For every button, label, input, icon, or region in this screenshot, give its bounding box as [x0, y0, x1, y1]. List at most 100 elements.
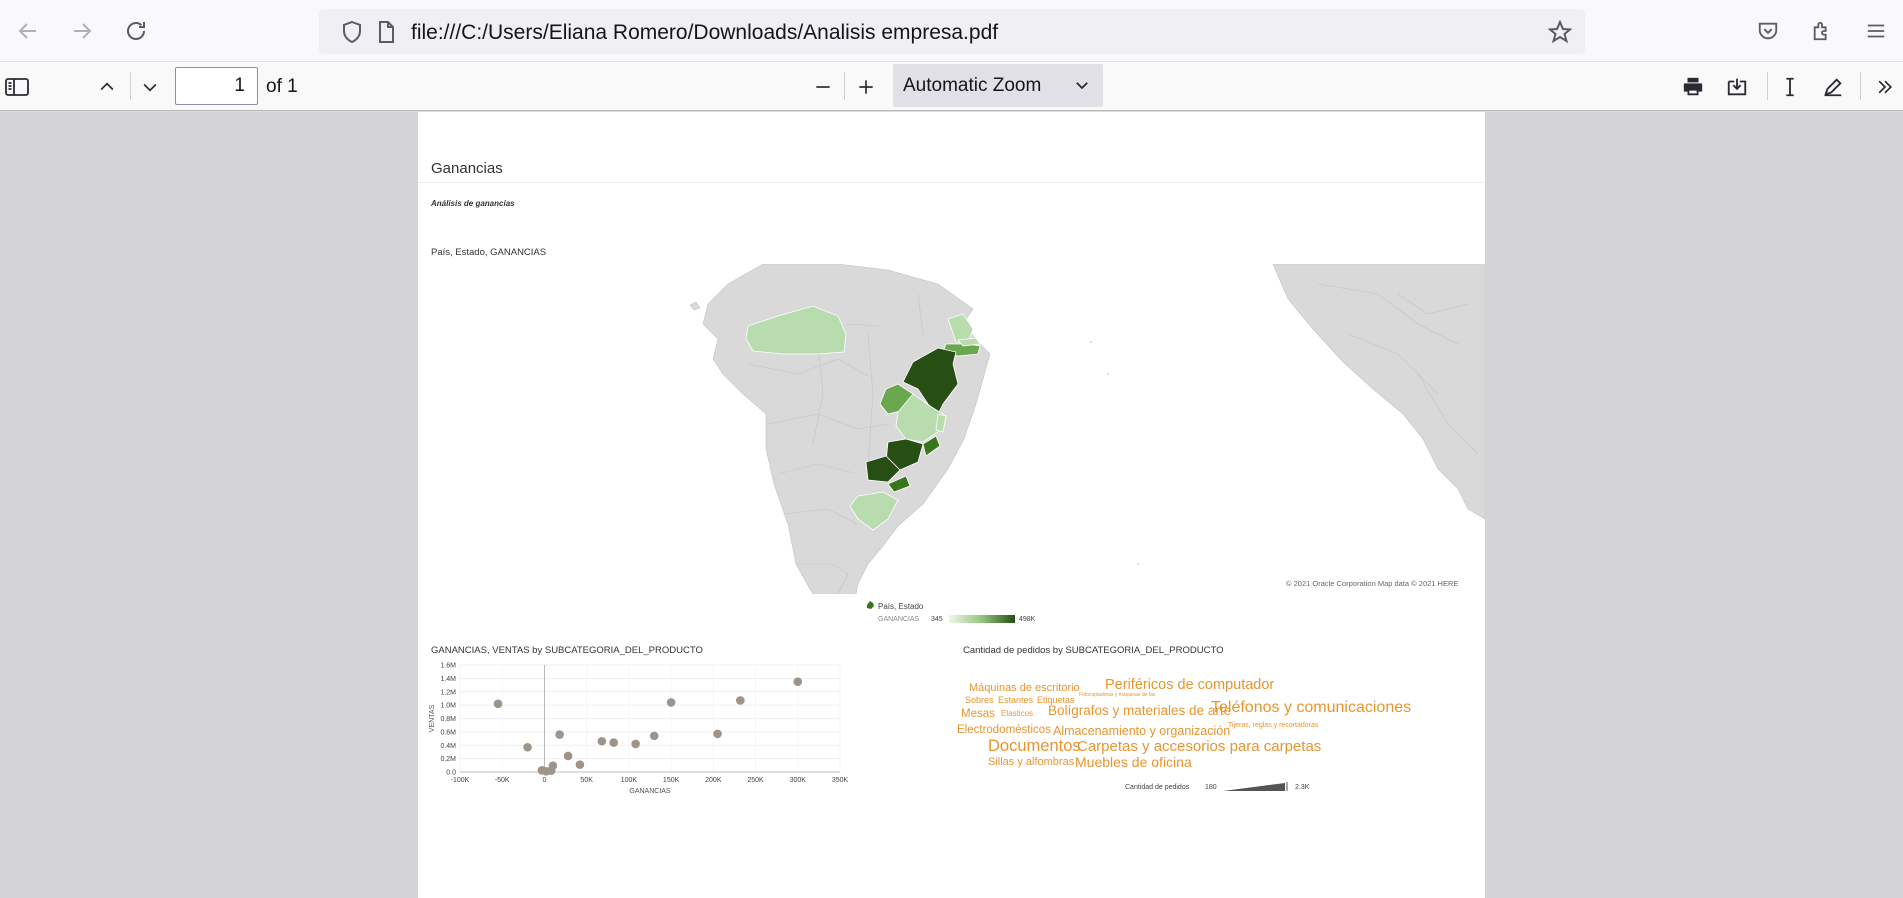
- toolbar-separator: [1860, 72, 1861, 100]
- x-tick-label: 250K: [747, 777, 764, 784]
- word-cloud-item[interactable]: Máquinas de escritorio: [969, 682, 1080, 694]
- page-count: of 1: [266, 76, 298, 97]
- word-cloud-item[interactable]: Documentos: [988, 737, 1081, 755]
- map-legend-gradient: [949, 615, 1015, 623]
- word-cloud-item[interactable]: Electrodomésticos: [957, 724, 1051, 736]
- scatter-chart: 0.0 0.2M 0.4M 0.6M 0.8M 1.0M 1.2M 1.4M 1.6M -100K…: [429, 663, 849, 796]
- text-cursor-icon[interactable]: [1775, 72, 1805, 102]
- word-cloud-item[interactable]: Sillas y alfombras: [988, 756, 1075, 768]
- word-cloud-item[interactable]: Teléfonos y comunicaciones: [1211, 699, 1412, 716]
- scatter-point: [523, 742, 532, 752]
- scatter-point: [736, 696, 745, 705]
- wordcloud-legend-wedge: [1223, 782, 1288, 791]
- map-copyright: © 2021 Oracle Corporation Map data © 202…: [1286, 579, 1459, 588]
- word-cloud-item[interactable]: Tijeras, reglas y recortadoras: [1228, 722, 1319, 729]
- scatter-point: [631, 739, 640, 749]
- word-cloud: Máquinas de escritorio Periféricos de com…: [953, 677, 1483, 812]
- pen-icon[interactable]: [1818, 72, 1848, 102]
- word-cloud-item[interactable]: Periféricos de computador: [1105, 677, 1275, 693]
- toolbar-separator: [1767, 72, 1768, 100]
- word-cloud-item[interactable]: Bolígrafos y materiales de arte: [1048, 703, 1232, 718]
- scatter-point: [548, 761, 558, 770]
- x-tick-label: 0: [542, 777, 546, 784]
- browser-toolbar: file:///C:/Users/Eliana Romero/Downloads…: [0, 0, 1903, 62]
- url-bar[interactable]: file:///C:/Users/Eliana Romero/Downloads…: [319, 9, 1585, 54]
- map-title: País, Estado, GANANCIAS: [431, 247, 547, 258]
- map-legend-swatch: [867, 601, 874, 609]
- y-tick-label: 0.2M: [440, 756, 456, 763]
- zoom-out-icon[interactable]: [808, 72, 838, 102]
- scatter-point: [597, 736, 607, 746]
- word-cloud-item[interactable]: Fotocopiadoras y máquinas de fax: [1079, 692, 1156, 698]
- y-tick-label: 1.6M: [440, 663, 456, 670]
- word-cloud-item[interactable]: Muebles de oficina: [1075, 754, 1192, 770]
- sidebar-toggle-icon[interactable]: [2, 72, 32, 102]
- scatter-point: [493, 699, 503, 709]
- pdf-toolbar: 1 of 1 Automatic Zoom: [0, 62, 1903, 111]
- wordcloud-legend-min: 180: [1205, 784, 1217, 791]
- word-cloud-item[interactable]: Almacenamiento y organización: [1053, 724, 1231, 738]
- extensions-icon[interactable]: [1806, 15, 1838, 47]
- map-legend-min: 345: [931, 616, 943, 623]
- reload-icon[interactable]: [118, 13, 154, 49]
- region-bahia: [902, 347, 959, 415]
- scatter-point: [555, 730, 564, 739]
- map-regions-highlighted: [745, 305, 981, 531]
- wordcloud-legend-max: 2.3K: [1295, 784, 1310, 791]
- wordcloud-title: Cantidad de pedidos by SUBCATEGORIA_DEL_…: [963, 645, 1224, 656]
- y-tick-label: 0.4M: [440, 743, 456, 750]
- title-divider: [418, 182, 1485, 183]
- region-rio-grande-do-sul: [849, 491, 899, 531]
- word-cloud-item[interactable]: Elasticos: [1001, 709, 1034, 718]
- word-cloud-item[interactable]: Sobres: [965, 695, 994, 705]
- scatter-point: [793, 677, 803, 687]
- toolbar-separator: [130, 72, 131, 100]
- zoom-select[interactable]: Automatic Zoom: [893, 64, 1103, 107]
- y-tick-label: 1.0M: [440, 703, 456, 710]
- scatter-point: [713, 729, 722, 739]
- x-tick-label: -100K: [451, 777, 470, 784]
- map-legend-series: País, Estado: [878, 602, 924, 611]
- word-cloud-item[interactable]: Etiquetas: [1037, 695, 1075, 705]
- map-legend-measure: GANANCIAS: [878, 616, 920, 623]
- zoom-in-icon[interactable]: [851, 72, 881, 102]
- x-tick-label: 100K: [621, 777, 638, 784]
- back-arrow-icon[interactable]: [10, 13, 46, 49]
- star-icon[interactable]: [1547, 19, 1573, 44]
- pocket-icon[interactable]: [1752, 15, 1784, 47]
- y-axis-label: VENTAS: [429, 704, 436, 732]
- zoom-select-label: Automatic Zoom: [903, 75, 1042, 96]
- x-tick-label: 350K: [832, 777, 849, 784]
- region-ceara: [947, 313, 974, 345]
- region-minas-gerais: [895, 393, 944, 443]
- chevron-down-icon: [1073, 76, 1091, 99]
- x-tick-label: 50K: [580, 777, 593, 784]
- x-tick-label: 150K: [663, 777, 680, 784]
- word-cloud-item[interactable]: Estantes: [998, 695, 1034, 705]
- next-page-icon[interactable]: [135, 72, 165, 102]
- report-title: Ganancias: [431, 160, 503, 177]
- region-espirito-santo: [935, 413, 947, 433]
- shield-icon[interactable]: [340, 20, 364, 44]
- wordcloud-legend-label: Cantidad de pedidos: [1125, 784, 1190, 791]
- url-text[interactable]: file:///C:/Users/Eliana Romero/Downloads…: [411, 21, 999, 44]
- double-chevron-right-icon[interactable]: [1870, 72, 1900, 102]
- download-icon[interactable]: [1722, 72, 1752, 102]
- region-rio: [922, 435, 941, 457]
- map-dots: [1090, 341, 1139, 565]
- pdf-page: Ganancias Análisis de ganancias País, Es…: [418, 112, 1485, 898]
- scatter-point: [666, 698, 676, 707]
- print-icon[interactable]: [1678, 72, 1708, 102]
- y-tick-label: 1.2M: [440, 689, 456, 696]
- region-parana: [865, 455, 901, 483]
- previous-page-icon[interactable]: [92, 72, 122, 102]
- word-cloud-item[interactable]: Carpetas y accesorios para carpetas: [1077, 738, 1322, 755]
- word-cloud-item[interactable]: Mesas: [961, 708, 995, 720]
- scatter-point: [609, 738, 618, 747]
- file-icon: [374, 20, 398, 44]
- menu-icon[interactable]: [1860, 15, 1892, 47]
- forward-arrow-icon[interactable]: [64, 13, 100, 49]
- page-number-input[interactable]: 1: [175, 67, 258, 105]
- report-subtitle: Análisis de ganancias: [431, 199, 515, 208]
- map-legend-max: 498K: [1019, 616, 1036, 623]
